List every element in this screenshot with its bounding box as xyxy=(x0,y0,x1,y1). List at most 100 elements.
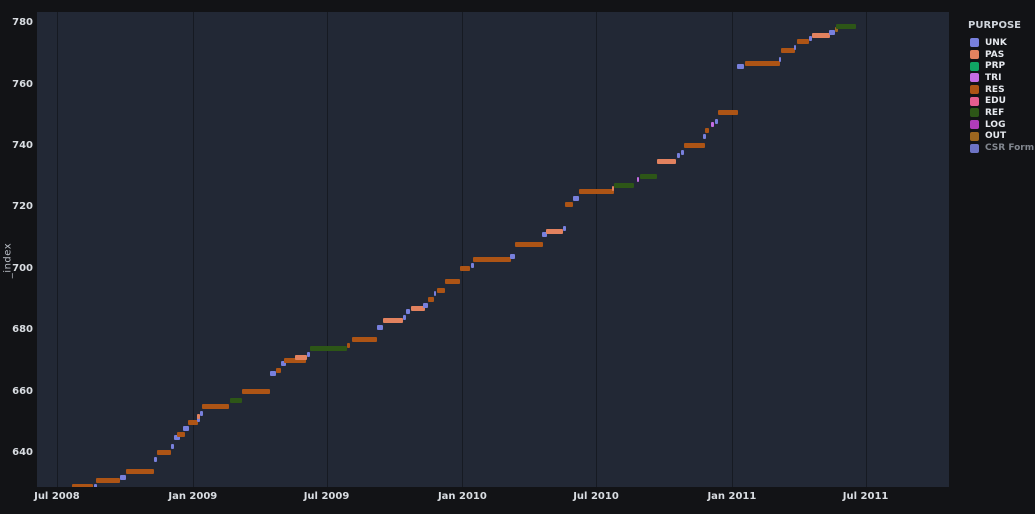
y-axis-title: _index xyxy=(2,242,14,279)
gantt-segment[interactable] xyxy=(796,39,810,44)
gantt-segment[interactable] xyxy=(612,186,615,192)
gantt-segment[interactable] xyxy=(460,266,471,272)
gantt-segment[interactable] xyxy=(545,229,564,235)
gantt-segment[interactable] xyxy=(411,306,425,312)
legend-item-prp[interactable]: PRP xyxy=(966,60,1034,72)
gantt-segment[interactable] xyxy=(170,444,174,450)
gantt-segment[interactable] xyxy=(573,195,579,201)
gantt-segment[interactable] xyxy=(656,158,677,164)
legend-swatch-icon xyxy=(970,120,979,130)
legend-item-label: CSR Form xyxy=(985,143,1035,154)
gantt-segment[interactable] xyxy=(793,45,797,51)
gantt-segment[interactable] xyxy=(96,478,120,484)
gridline xyxy=(56,12,58,487)
y-tick-label: 740 xyxy=(12,139,33,151)
gantt-segment[interactable] xyxy=(510,253,515,259)
gantt-segment[interactable] xyxy=(836,23,856,29)
legend-item-label: PRP xyxy=(985,61,1006,72)
gantt-segment[interactable] xyxy=(436,287,446,293)
gantt-segment[interactable] xyxy=(406,309,410,315)
gantt-segment[interactable] xyxy=(745,60,780,66)
gantt-segment[interactable] xyxy=(183,425,190,431)
legend-item-pas[interactable]: PAS xyxy=(966,49,1034,61)
legend-item-tri[interactable]: TRI xyxy=(966,72,1034,84)
x-tick-label: Jul 2008 xyxy=(34,491,80,502)
gantt-segment[interactable] xyxy=(636,177,639,183)
legend-item-edu[interactable]: EDU xyxy=(966,95,1034,107)
gantt-segment[interactable] xyxy=(187,419,198,425)
gantt-segment[interactable] xyxy=(780,48,795,54)
gantt-segment[interactable] xyxy=(72,484,94,487)
gantt-segment[interactable] xyxy=(201,404,229,410)
gantt-segment[interactable] xyxy=(565,201,574,207)
gantt-segment[interactable] xyxy=(174,435,180,441)
gantt-segment[interactable] xyxy=(470,263,474,269)
gridline xyxy=(192,12,194,487)
gantt-segment[interactable] xyxy=(427,296,435,302)
gantt-segment[interactable] xyxy=(423,303,428,308)
gantt-segment[interactable] xyxy=(177,432,186,437)
gantt-segment[interactable] xyxy=(779,57,782,63)
gantt-segment[interactable] xyxy=(829,29,836,35)
y-tick-label: 680 xyxy=(12,324,33,336)
gantt-segment[interactable] xyxy=(284,358,306,364)
gridline xyxy=(326,12,328,487)
gantt-segment[interactable] xyxy=(242,389,271,394)
gantt-segment[interactable] xyxy=(717,109,738,115)
gantt-segment[interactable] xyxy=(473,257,512,262)
gantt-segment[interactable] xyxy=(639,174,657,180)
gantt-segment[interactable] xyxy=(403,315,407,321)
gantt-segment[interactable] xyxy=(270,370,276,376)
gantt-segment[interactable] xyxy=(737,63,744,69)
gantt-segment[interactable] xyxy=(281,361,286,367)
gantt-segment[interactable] xyxy=(445,278,461,284)
gantt-segment[interactable] xyxy=(811,32,831,38)
legend-item-csr-form[interactable]: CSR Form xyxy=(966,142,1034,154)
gantt-segment[interactable] xyxy=(383,318,404,324)
gantt-segment[interactable] xyxy=(377,324,384,330)
gantt-segment[interactable] xyxy=(562,226,566,232)
gantt-segment[interactable] xyxy=(294,355,308,361)
gantt-segment[interactable] xyxy=(542,232,548,238)
x-tick-label: Jan 2011 xyxy=(707,491,757,502)
legend-item-res[interactable]: RES xyxy=(966,84,1034,96)
gantt-segment[interactable] xyxy=(199,410,204,416)
gantt-segment[interactable] xyxy=(156,450,172,456)
gantt-segment[interactable] xyxy=(514,241,543,247)
legend-item-unk[interactable]: UNK xyxy=(966,37,1034,49)
gantt-segment[interactable] xyxy=(676,152,680,158)
legend-item-out[interactable]: OUT xyxy=(966,131,1034,143)
gantt-segment[interactable] xyxy=(434,290,437,296)
x-tick-label: Jul 2011 xyxy=(842,491,889,502)
legend-item-log[interactable]: LOG xyxy=(966,119,1034,131)
legend-item-label: UNK xyxy=(985,37,1007,48)
legend-item-label: REF xyxy=(985,107,1005,118)
gantt-segment[interactable] xyxy=(119,475,127,480)
gridline xyxy=(865,12,867,487)
gantt-segment[interactable] xyxy=(714,118,718,124)
gantt-segment[interactable] xyxy=(197,413,201,419)
gantt-segment[interactable] xyxy=(613,183,634,189)
gantt-segment[interactable] xyxy=(275,367,282,373)
x-tick-label: Jul 2010 xyxy=(573,491,619,502)
gantt-segment[interactable] xyxy=(579,189,614,195)
gantt-segment[interactable] xyxy=(711,121,715,127)
gantt-segment[interactable] xyxy=(351,336,378,342)
gantt-segment[interactable] xyxy=(310,346,348,351)
gantt-segment[interactable] xyxy=(306,352,310,358)
gantt-segment[interactable] xyxy=(93,484,97,487)
gantt-segment[interactable] xyxy=(347,343,351,348)
gantt-segment[interactable] xyxy=(154,456,158,462)
gantt-segment[interactable] xyxy=(683,143,705,149)
gantt-segment[interactable] xyxy=(126,468,155,474)
legend-item-label: OUT xyxy=(985,131,1007,142)
gantt-segment[interactable] xyxy=(809,35,812,41)
gantt-segment[interactable] xyxy=(680,149,684,155)
gantt-segment[interactable] xyxy=(196,416,200,422)
gantt-segment[interactable] xyxy=(705,128,709,133)
gantt-segment[interactable] xyxy=(229,398,243,404)
gantt-segment[interactable] xyxy=(834,26,838,32)
gantt-segment[interactable] xyxy=(703,134,707,140)
legend-item-ref[interactable]: REF xyxy=(966,107,1034,119)
